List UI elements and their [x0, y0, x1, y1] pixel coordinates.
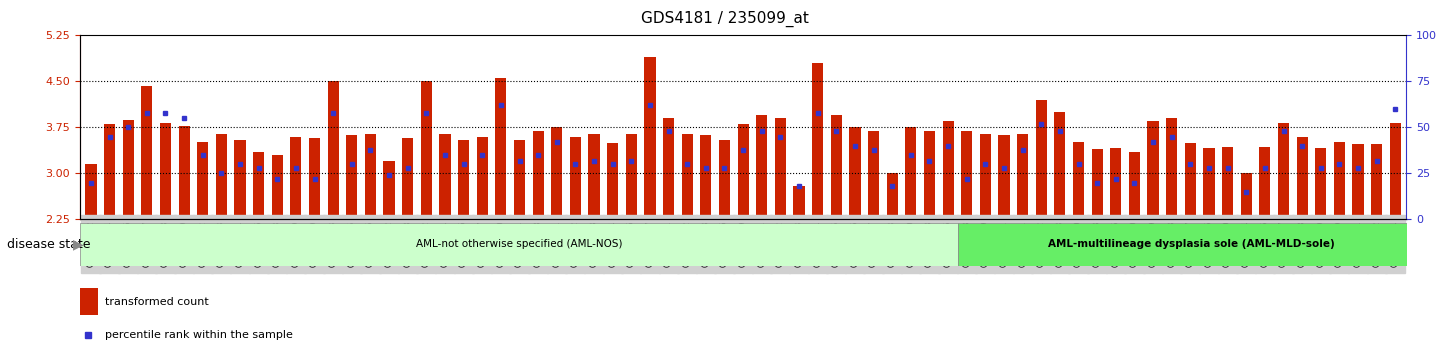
Bar: [86, 164, 97, 219]
Bar: [496, 78, 506, 219]
Text: ▶: ▶: [72, 237, 83, 251]
Bar: [235, 140, 245, 219]
Bar: [644, 57, 655, 219]
Bar: [402, 138, 413, 219]
Bar: [1277, 123, 1289, 219]
Bar: [850, 127, 860, 219]
Bar: [104, 124, 115, 219]
Bar: [719, 140, 731, 219]
Text: transformed count: transformed count: [104, 297, 209, 307]
Bar: [1389, 123, 1401, 219]
Text: AML-multilineage dysplasia sole (AML-MLD-sole): AML-multilineage dysplasia sole (AML-MLD…: [1048, 239, 1335, 249]
Bar: [905, 127, 916, 219]
Bar: [271, 155, 283, 219]
Bar: [1241, 173, 1251, 219]
Bar: [513, 140, 525, 219]
Bar: [682, 133, 693, 219]
Text: disease state: disease state: [7, 238, 91, 251]
Bar: [160, 123, 171, 219]
Bar: [869, 131, 879, 219]
Bar: [1016, 133, 1028, 219]
Bar: [532, 131, 544, 219]
Text: percentile rank within the sample: percentile rank within the sample: [104, 330, 293, 339]
Bar: [1166, 118, 1177, 219]
Bar: [1054, 112, 1066, 219]
Bar: [1035, 100, 1047, 219]
Bar: [831, 115, 842, 219]
Bar: [383, 161, 394, 219]
Bar: [755, 115, 767, 219]
Bar: [980, 133, 990, 219]
Bar: [1073, 142, 1085, 219]
Bar: [1204, 148, 1215, 219]
Bar: [551, 127, 563, 219]
Bar: [290, 137, 302, 219]
Bar: [1259, 147, 1270, 219]
Bar: [1222, 147, 1232, 219]
FancyBboxPatch shape: [958, 223, 1425, 266]
Bar: [1315, 148, 1327, 219]
Bar: [738, 124, 748, 219]
Bar: [961, 131, 973, 219]
Bar: [793, 186, 805, 219]
Text: GDS4181 / 235099_at: GDS4181 / 235099_at: [641, 11, 809, 27]
Text: AML-not otherwise specified (AML-NOS): AML-not otherwise specified (AML-NOS): [416, 239, 622, 249]
Bar: [309, 138, 320, 219]
Bar: [774, 118, 786, 219]
Bar: [924, 131, 935, 219]
Bar: [197, 142, 209, 219]
Bar: [1147, 121, 1159, 219]
Bar: [141, 86, 152, 219]
Bar: [812, 63, 824, 219]
Bar: [178, 126, 190, 219]
Bar: [589, 133, 600, 219]
Bar: [700, 136, 712, 219]
Bar: [328, 81, 339, 219]
Bar: [942, 121, 954, 219]
Bar: [254, 152, 264, 219]
Bar: [1111, 148, 1121, 219]
Bar: [608, 143, 618, 219]
Bar: [477, 137, 487, 219]
FancyBboxPatch shape: [80, 223, 958, 266]
Bar: [1296, 137, 1308, 219]
Bar: [570, 137, 581, 219]
Bar: [420, 81, 432, 219]
Bar: [1334, 142, 1346, 219]
Bar: [365, 133, 376, 219]
Bar: [663, 118, 674, 219]
Bar: [1130, 152, 1140, 219]
Bar: [458, 140, 470, 219]
Bar: [886, 173, 898, 219]
Bar: [80, 288, 97, 315]
Bar: [1372, 144, 1382, 219]
Bar: [123, 120, 133, 219]
Bar: [347, 136, 357, 219]
Bar: [216, 133, 228, 219]
Bar: [626, 133, 637, 219]
Bar: [1092, 149, 1103, 219]
Bar: [999, 136, 1009, 219]
Bar: [1353, 144, 1363, 219]
Bar: [1185, 143, 1196, 219]
Bar: [439, 133, 451, 219]
